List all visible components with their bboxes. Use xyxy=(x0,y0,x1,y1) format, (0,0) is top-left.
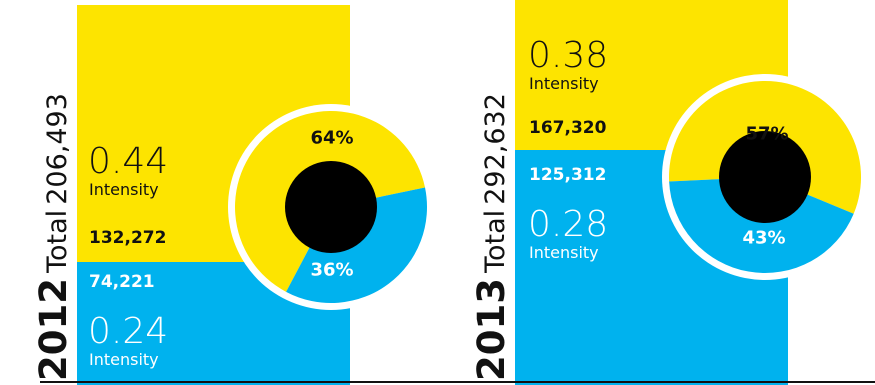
total-word-2012: Total xyxy=(42,209,73,273)
count-yellow-2013: 167,320 xyxy=(529,118,607,138)
intensity-label-blue-2012: Intensity xyxy=(89,350,159,369)
intensity-value-yellow-2012: 0.44 xyxy=(88,141,169,182)
year-2013: 2013 xyxy=(470,278,513,381)
donut-hole-2012 xyxy=(285,161,377,253)
pie-label-blue-2012: 36% xyxy=(310,259,354,281)
intensity-value-blue-2012: 0.24 xyxy=(88,311,169,352)
count-blue-2012: 74,221 xyxy=(89,272,155,292)
count-blue-2013: 125,312 xyxy=(529,165,607,185)
donut-slice-blue-2013 xyxy=(669,177,854,273)
intensity-value-blue-2013: 0.28 xyxy=(528,204,609,245)
count-yellow-2012: 132,272 xyxy=(89,228,167,248)
panel-2013: 2013 Total 292,632 0.38 Intensity 167,32… xyxy=(440,0,875,385)
pie-label-yellow-2013: 57% xyxy=(745,123,789,145)
year-total-label-2013: 2013 Total 292,632 xyxy=(470,93,513,381)
total-value-2013: 292,632 xyxy=(480,93,511,205)
donut-slice-blue-2012 xyxy=(286,187,428,304)
baseline-rule xyxy=(40,381,875,383)
donut-2013: 57% 43% xyxy=(660,72,870,282)
intensity-value-yellow-2013: 0.38 xyxy=(528,35,609,76)
year-total-label-2012: 2012 Total 206,493 xyxy=(32,93,75,381)
donut-hole-2013 xyxy=(719,131,811,223)
total-value-2012: 206,493 xyxy=(42,93,73,205)
donut-2012: 64% 36% xyxy=(226,102,436,312)
intensity-label-blue-2013: Intensity xyxy=(529,243,599,262)
year-2012: 2012 xyxy=(32,278,75,381)
total-word-2013: Total xyxy=(480,209,511,273)
intensity-label-yellow-2012: Intensity xyxy=(89,180,159,199)
pie-label-blue-2013: 43% xyxy=(742,227,786,249)
panel-2012: 2012 Total 206,493 0.44 Intensity 132,27… xyxy=(32,5,436,385)
pie-label-yellow-2012: 64% xyxy=(310,127,354,149)
intensity-label-yellow-2013: Intensity xyxy=(529,74,599,93)
